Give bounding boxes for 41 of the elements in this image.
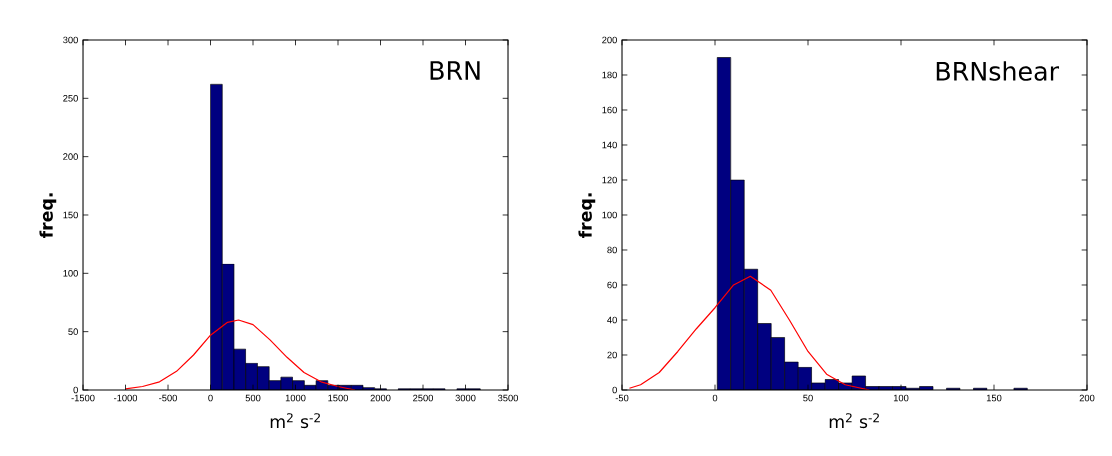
- x-tick-label: 100: [893, 394, 909, 402]
- x-tick-label: 3500: [497, 394, 519, 402]
- x-tick-label: 0: [208, 394, 213, 402]
- x-axis-title: m$^{2}$ s$^{-2}$: [270, 413, 320, 429]
- y-tick-label: 0: [612, 386, 617, 394]
- x-tick-label: 1000: [285, 394, 306, 402]
- y-tick-label: 50: [68, 328, 78, 335]
- y-tick-label: 0: [73, 386, 78, 394]
- text: BRN: [430, 61, 480, 80]
- x-tick-label: 200: [1079, 394, 1095, 402]
- x-tick-label: -50: [615, 394, 629, 402]
- y-tick-label: 100: [63, 270, 78, 277]
- x-axis-title: m$^{2}$ s$^{-2}$: [829, 413, 879, 429]
- x-tick-label: 3000: [455, 394, 476, 402]
- y-axis-title: freq.: [578, 193, 596, 239]
- y-tick-label: 160: [602, 106, 617, 114]
- x-tick-label: 50: [803, 394, 813, 402]
- y-tick-label: 200: [602, 36, 617, 44]
- x-tick-label: -500: [159, 394, 177, 402]
- y-tick-label: 300: [63, 36, 78, 44]
- x-tick-label: 2000: [370, 394, 391, 402]
- x-tick-label: 150: [986, 394, 1002, 402]
- x-tick-label: 500: [245, 394, 261, 402]
- x-tick-label: -1500: [71, 394, 95, 402]
- y-tick-label: 150: [63, 211, 78, 219]
- y-axis-title: freq.: [39, 193, 57, 239]
- y-tick-label: 250: [63, 95, 78, 102]
- text: BRNshear: [936, 61, 1060, 81]
- y-tick-label: 40: [607, 316, 617, 324]
- y-tick-label: 200: [63, 153, 78, 160]
- x-tick-label: 0: [712, 394, 718, 402]
- y-tick-label: 60: [607, 281, 617, 289]
- x-tick-label: 2500: [413, 394, 434, 402]
- y-tick-label: 80: [607, 246, 617, 254]
- y-tick-label: 180: [602, 71, 617, 79]
- x-tick-label: 1500: [328, 394, 349, 402]
- y-tick-label: 140: [602, 141, 617, 149]
- x-tick-label: -1000: [114, 394, 138, 402]
- y-tick-label: 20: [607, 351, 617, 359]
- y-tick-label: 100: [602, 211, 617, 219]
- y-tick-label: 120: [602, 176, 617, 184]
